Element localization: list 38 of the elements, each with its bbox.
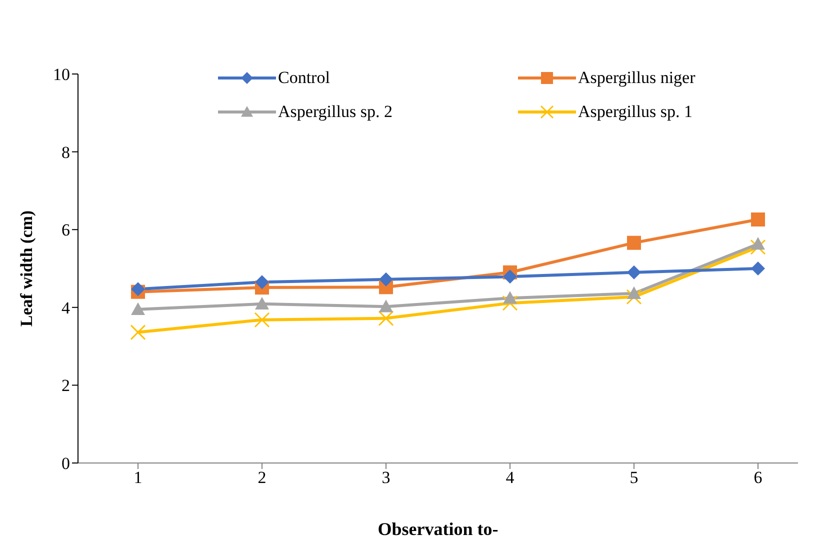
x-tick-label: 2 — [258, 468, 266, 488]
point — [130, 324, 146, 340]
legend-label: Control — [278, 68, 330, 88]
y-tick-label: 4 — [62, 298, 70, 318]
y-tick-label: 8 — [62, 142, 70, 162]
point — [379, 300, 393, 312]
y-tick-label: 10 — [53, 65, 70, 84]
x-tick-label: 4 — [506, 468, 515, 488]
legend-label: Aspergillus sp. 1 — [578, 102, 692, 122]
x-tick-label: 3 — [382, 468, 390, 488]
point — [378, 310, 394, 326]
point — [627, 265, 641, 280]
y-axis-title: Leaf width (cm) — [17, 210, 36, 327]
y-tick-label: 0 — [62, 454, 70, 474]
point — [255, 296, 269, 310]
point — [751, 262, 765, 276]
y-tick-label: 2 — [62, 376, 70, 396]
point — [627, 236, 641, 250]
point — [131, 282, 145, 296]
point — [750, 239, 766, 255]
point — [751, 212, 765, 226]
point — [379, 272, 393, 286]
point — [255, 275, 269, 290]
x-axis-title: Observation to- — [378, 519, 498, 539]
legend-label: Aspergillus sp. 2 — [278, 102, 392, 122]
point — [254, 312, 270, 328]
x-tick-label: 5 — [630, 468, 638, 488]
point — [503, 291, 517, 304]
x-tick-label: 6 — [754, 468, 762, 488]
point — [503, 270, 517, 284]
legend-label: Aspergillus niger — [578, 68, 696, 88]
point — [626, 289, 642, 305]
point — [131, 302, 145, 315]
x-tick-label: 1 — [134, 468, 142, 488]
point — [502, 295, 518, 311]
point — [751, 236, 765, 250]
y-tick-label: 6 — [62, 220, 70, 240]
point — [627, 286, 641, 299]
